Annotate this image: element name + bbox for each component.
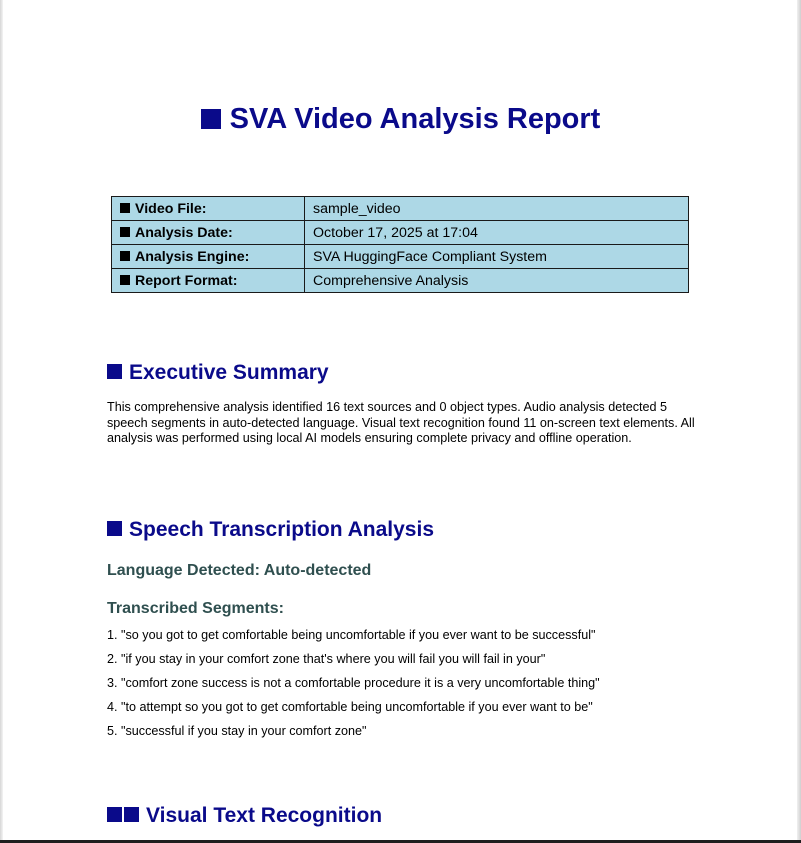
square-bullet-icon <box>107 807 122 822</box>
page-bottom-edge <box>0 840 801 843</box>
transcribed-segment: 4. "to attempt so you got to get comfort… <box>107 700 593 714</box>
visual-text-recognition-heading: Visual Text Recognition <box>107 803 382 829</box>
metadata-value: Comprehensive Analysis <box>304 268 689 293</box>
executive-summary-heading: Executive Summary <box>107 360 329 386</box>
transcribed-segments-heading: Transcribed Segments: <box>107 600 284 617</box>
metadata-value: October 17, 2025 at 17:04 <box>304 220 689 245</box>
transcribed-segment: 1. "so you got to get comfortable being … <box>107 628 596 642</box>
page-left-edge <box>0 0 3 843</box>
language-detected-label: Language Detected: Auto-detected <box>107 562 372 579</box>
transcribed-segments-list: 1. "so you got to get comfortable being … <box>107 628 600 748</box>
metadata-key: Report Format: <box>135 272 238 289</box>
metadata-row: Report Format: Comprehensive Analysis <box>111 268 689 293</box>
report-title-text: SVA Video Analysis Report <box>229 103 601 135</box>
square-bullet-icon <box>107 364 122 379</box>
square-bullet-icon <box>124 807 139 822</box>
speech-transcription-heading: Speech Transcription Analysis <box>107 517 434 543</box>
metadata-key: Analysis Date: <box>135 224 233 241</box>
transcribed-segment: 2. "if you stay in your comfort zone tha… <box>107 652 546 666</box>
visual-text-recognition-heading-text: Visual Text Recognition <box>146 804 383 827</box>
metadata-key-cell: Analysis Engine: <box>111 244 305 269</box>
metadata-key: Video File: <box>135 200 207 217</box>
metadata-row: Analysis Engine: SVA HuggingFace Complian… <box>111 244 689 269</box>
transcribed-segment: 3. "comfort zone success is not a comfor… <box>107 676 600 690</box>
speech-transcription-heading-text: Speech Transcription Analysis <box>129 518 434 541</box>
report-title: SVA Video Analysis Report <box>0 101 801 137</box>
metadata-value: sample_video <box>304 196 689 221</box>
metadata-key: Analysis Engine: <box>135 248 250 265</box>
metadata-row: Video File: sample_video <box>111 196 689 221</box>
metadata-row: Analysis Date: October 17, 2025 at 17:04 <box>111 220 689 245</box>
square-bullet-icon <box>107 521 122 536</box>
square-bullet-icon <box>200 109 221 129</box>
metadata-key-cell: Video File: <box>111 196 305 221</box>
executive-summary-text: This comprehensive analysis identified 1… <box>107 400 695 446</box>
metadata-value: SVA HuggingFace Compliant System <box>304 244 689 269</box>
square-bullet-icon <box>120 202 130 213</box>
square-bullet-icon <box>120 226 130 237</box>
viewer-scrollbar-track[interactable] <box>797 0 801 843</box>
metadata-key-cell: Report Format: <box>111 268 305 293</box>
report-metadata-table: Video File: sample_video Analysis Date: Oct… <box>111 196 689 293</box>
executive-summary-heading-text: Executive Summary <box>129 361 329 384</box>
metadata-key-cell: Analysis Date: <box>111 220 305 245</box>
transcribed-segment: 5. "successful if you stay in your comfo… <box>107 724 367 738</box>
square-bullet-icon <box>120 250 130 261</box>
square-bullet-icon <box>120 274 130 285</box>
